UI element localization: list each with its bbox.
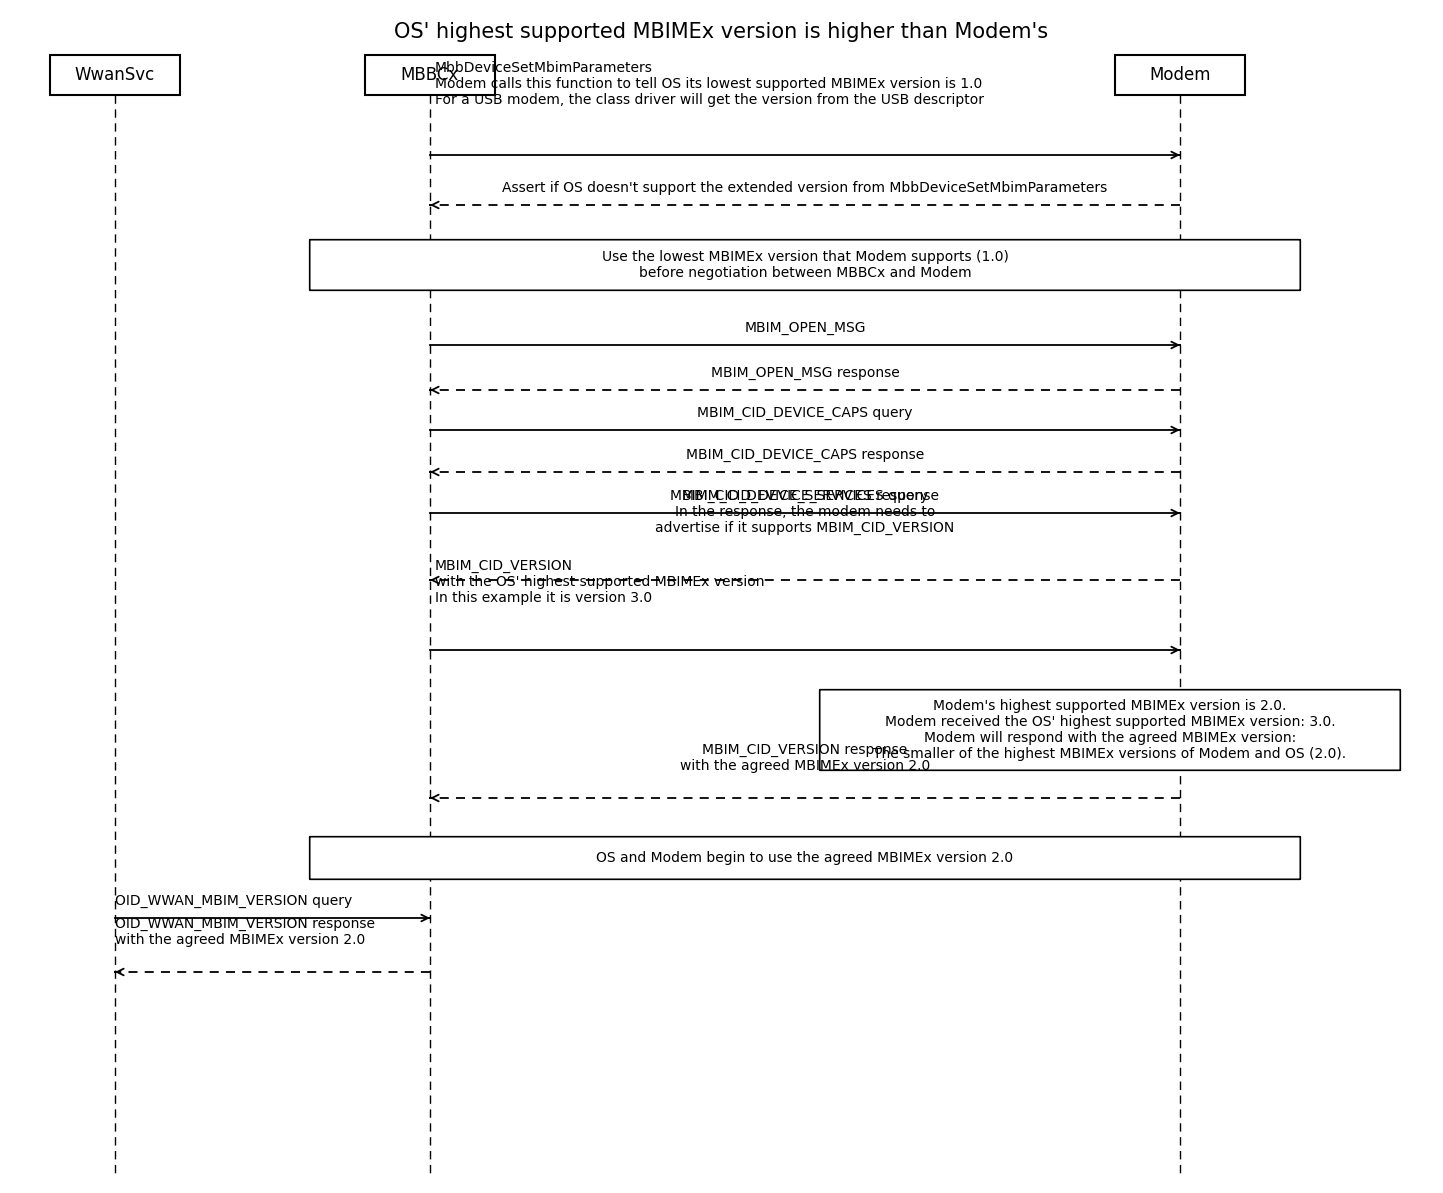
Text: MBBCx: MBBCx (401, 66, 459, 84)
Text: MBIM_CID_DEVICE_SERVICES response: MBIM_CID_DEVICE_SERVICES response (671, 489, 939, 503)
Text: MBIM_CID_VERSION: MBIM_CID_VERSION (434, 560, 573, 573)
Text: OS and Modem begin to use the agreed MBIMEx version 2.0: OS and Modem begin to use the agreed MBI… (596, 851, 1013, 865)
Text: MBIM_CID_VERSION response: MBIM_CID_VERSION response (703, 743, 908, 758)
Text: The smaller of the highest MBIMEx versions of Modem and OS (2.0).: The smaller of the highest MBIMEx versio… (873, 747, 1346, 761)
Text: with the OS' highest supported MBIMEx version: with the OS' highest supported MBIMEx ve… (434, 575, 765, 589)
Text: OID_WWAN_MBIM_VERSION response: OID_WWAN_MBIM_VERSION response (115, 917, 375, 931)
FancyBboxPatch shape (1115, 55, 1245, 95)
Text: with the agreed MBIMEx version 2.0: with the agreed MBIMEx version 2.0 (115, 933, 365, 947)
Text: Modem received the OS' highest supported MBIMEx version: 3.0.: Modem received the OS' highest supported… (885, 715, 1335, 729)
Text: advertise if it supports MBIM_CID_VERSION: advertise if it supports MBIM_CID_VERSIO… (655, 521, 955, 534)
Text: Modem calls this function to tell OS its lowest supported MBIMEx version is 1.0: Modem calls this function to tell OS its… (434, 78, 983, 91)
Text: For a USB modem, the class driver will get the version from the USB descriptor: For a USB modem, the class driver will g… (434, 93, 984, 107)
Text: Use the lowest MBIMEx version that Modem supports (1.0): Use the lowest MBIMEx version that Modem… (602, 251, 1009, 264)
Text: Assert if OS doesn't support the extended version from MbbDeviceSetMbimParameter: Assert if OS doesn't support the extende… (502, 181, 1108, 194)
Text: Modem: Modem (1149, 66, 1211, 84)
Text: Modem will respond with the agreed MBIMEx version:: Modem will respond with the agreed MBIME… (924, 731, 1296, 744)
Text: WwanSvc: WwanSvc (75, 66, 156, 84)
Text: before negotiation between MBBCx and Modem: before negotiation between MBBCx and Mod… (639, 266, 971, 280)
Text: MBIM_CID_DEVICE_CAPS query: MBIM_CID_DEVICE_CAPS query (697, 406, 913, 420)
FancyBboxPatch shape (820, 690, 1400, 771)
Text: MBIM_OPEN_MSG response: MBIM_OPEN_MSG response (710, 366, 899, 381)
Text: MBIM_CID_DEVICE_SERVICES query: MBIM_CID_DEVICE_SERVICES query (683, 489, 928, 503)
Text: Modem's highest supported MBIMEx version is 2.0.: Modem's highest supported MBIMEx version… (934, 699, 1287, 713)
Text: with the agreed MBIMEx version 2.0: with the agreed MBIMEx version 2.0 (680, 759, 931, 773)
Text: OS' highest supported MBIMEx version is higher than Modem's: OS' highest supported MBIMEx version is … (394, 21, 1048, 42)
FancyBboxPatch shape (310, 836, 1300, 879)
Text: MBIM_OPEN_MSG: MBIM_OPEN_MSG (745, 321, 866, 335)
Text: In the response, the modem needs to: In the response, the modem needs to (675, 505, 935, 519)
Text: In this example it is version 3.0: In this example it is version 3.0 (434, 591, 652, 605)
FancyBboxPatch shape (310, 240, 1300, 290)
FancyBboxPatch shape (365, 55, 495, 95)
FancyBboxPatch shape (51, 55, 180, 95)
Text: MbbDeviceSetMbimParameters: MbbDeviceSetMbimParameters (434, 61, 652, 75)
Text: OID_WWAN_MBIM_VERSION query: OID_WWAN_MBIM_VERSION query (115, 894, 352, 908)
Text: MBIM_CID_DEVICE_CAPS response: MBIM_CID_DEVICE_CAPS response (685, 449, 924, 462)
